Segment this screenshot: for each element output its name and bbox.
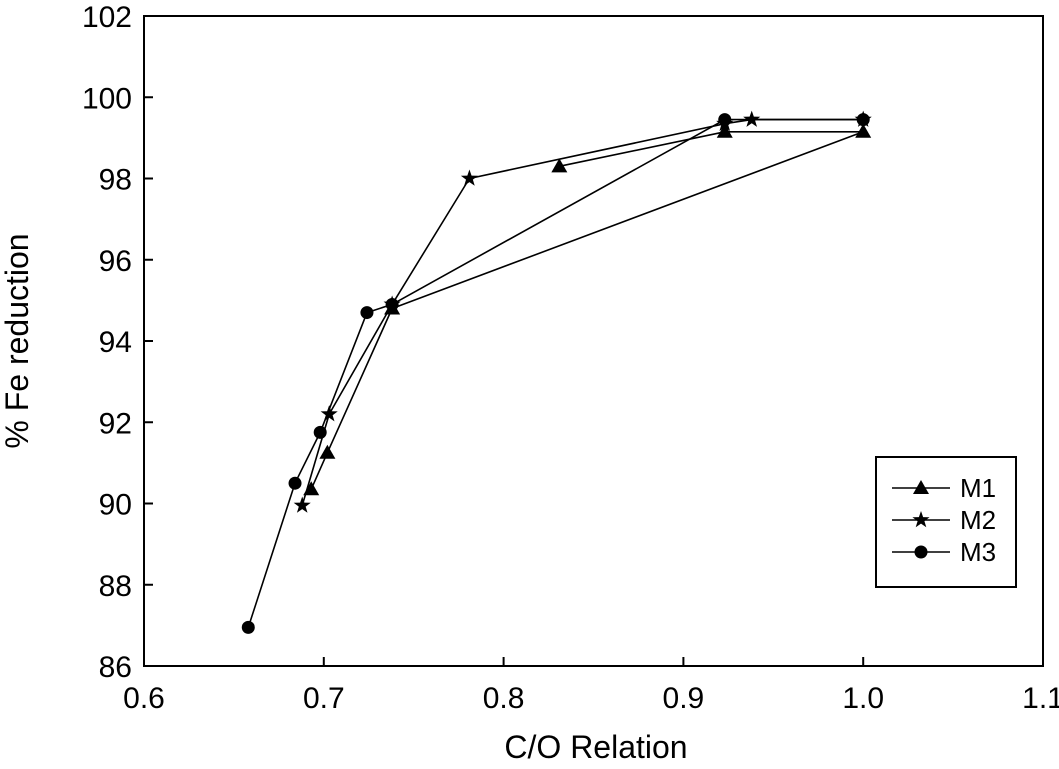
legend-label-m1: M1	[960, 473, 996, 503]
legend-marker-m2	[912, 511, 930, 528]
data-point-m1	[551, 158, 568, 173]
y-tick-label: 98	[99, 164, 132, 197]
legend-label-m2: M2	[960, 505, 996, 535]
legend-item-m3: M3	[892, 537, 996, 567]
y-tick-label: 94	[99, 326, 132, 359]
data-point-m2	[320, 405, 338, 422]
data-point-m3	[718, 113, 732, 127]
legend-box	[875, 456, 1017, 588]
series-m1	[303, 123, 872, 496]
data-point-m3	[360, 306, 374, 320]
y-tick-label: 96	[99, 245, 132, 278]
y-tick-label: 100	[82, 82, 132, 115]
data-point-m3	[288, 476, 302, 490]
legend-marker-m3	[914, 545, 928, 559]
x-tick-label: 1.0	[842, 682, 884, 715]
x-axis-title: C/O Relation	[504, 729, 687, 764]
y-tick-label: 92	[99, 407, 132, 440]
y-tick-label: 102	[82, 1, 132, 34]
data-point-m1	[855, 123, 872, 138]
data-point-m2	[460, 169, 478, 186]
legend-item-m2: M2	[892, 505, 996, 535]
data-point-m1	[716, 123, 733, 138]
ticks-layer: 0.6 0.7 0.8 0.9 1.0 1.1 86 88 90 92 94 96 98 100 102	[82, 1, 1059, 715]
data-point-m3	[241, 620, 255, 634]
x-tick-label: 0.6	[123, 682, 165, 715]
data-point-m2	[743, 110, 761, 127]
data-point-m2	[293, 496, 311, 513]
legend-marker-m1	[913, 480, 929, 494]
data-point-m3	[856, 113, 870, 127]
series-line-m1	[310, 131, 865, 490]
legend-label-m3: M3	[960, 537, 996, 567]
data-point-m3	[385, 297, 399, 311]
legend-item-m1: M1	[892, 473, 996, 503]
x-tick-label: 0.9	[663, 682, 705, 715]
x-tick-label: 0.7	[303, 682, 345, 715]
series-layer	[241, 110, 872, 634]
y-tick-label: 90	[99, 489, 132, 522]
data-point-m3	[313, 425, 327, 439]
y-axis-title: % Fe reduction	[0, 233, 35, 448]
data-point-m1	[303, 481, 320, 496]
y-tick-label: 88	[99, 570, 132, 603]
series-m2	[293, 110, 872, 513]
x-tick-label: 0.8	[483, 682, 525, 715]
series-m3	[241, 113, 870, 634]
y-tick-label: 86	[99, 651, 132, 684]
x-tick-label: 1.1	[1022, 682, 1059, 715]
data-point-m1	[319, 444, 336, 459]
series-line-m3	[247, 118, 864, 628]
